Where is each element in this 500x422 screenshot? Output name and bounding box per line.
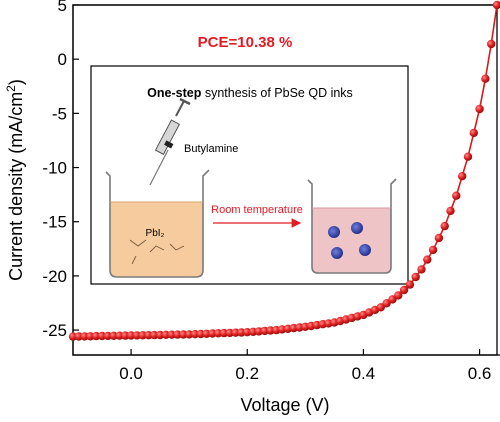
- y-tick-label: -25: [42, 321, 67, 340]
- data-point: [399, 285, 409, 295]
- data-point: [109, 331, 118, 340]
- data-point: [463, 152, 473, 161]
- data-point: [428, 245, 438, 255]
- y-tick-label: 5: [58, 0, 67, 15]
- y-tick-label: 0: [58, 50, 67, 69]
- data-point: [144, 331, 153, 340]
- data-point: [68, 332, 78, 341]
- data-point: [126, 331, 136, 340]
- data-point: [423, 255, 432, 264]
- data-point: [382, 299, 391, 308]
- data-point: [458, 172, 467, 181]
- pbi2-label: PbI₂: [146, 228, 165, 239]
- axis-ticks: 0.0 0.2 0.4 0.6 5 0 -5 -10 -15 -20 -25: [42, 0, 491, 383]
- data-point: [446, 206, 455, 216]
- data-point: [434, 233, 444, 243]
- pce-annotation: PCE=10.38 %: [198, 34, 293, 51]
- x-tick-label: 0.2: [235, 364, 259, 383]
- x-tick-label: 0.4: [352, 364, 376, 383]
- room-temperature-label: Room temperature: [211, 204, 303, 216]
- inset-title: One-step synthesis of PbSe QD inks: [147, 86, 353, 100]
- data-point: [132, 331, 142, 340]
- data-point: [92, 331, 101, 341]
- x-tick-label: 0.6: [468, 364, 492, 383]
- right-beaker-icon: [307, 178, 397, 274]
- quantum-dot-icons: [328, 222, 371, 259]
- left-beaker-icon: [105, 169, 210, 278]
- y-axis-label: Current density (mA/cm2): [4, 79, 26, 281]
- plot-border: [72, 4, 498, 356]
- data-point: [481, 74, 490, 83]
- data-point: [487, 39, 496, 49]
- data-point: [394, 291, 403, 300]
- data-point: [417, 265, 426, 274]
- x-tick-label: 0.0: [119, 364, 143, 383]
- data-point: [138, 331, 147, 340]
- data-point: [173, 330, 182, 339]
- data-point: [80, 332, 89, 341]
- data-point: [97, 331, 107, 341]
- series-layer: [68, 0, 500, 341]
- y-tick-label: -5: [52, 104, 67, 123]
- data-point: [167, 330, 176, 339]
- data-point: [405, 280, 415, 289]
- data-point: [475, 104, 484, 114]
- butylamine-label: Butylamine: [184, 143, 238, 155]
- data-point: [161, 330, 171, 339]
- synthesis-inset: One-step synthesis of PbSe QD inks Butyl…: [90, 65, 409, 285]
- data-point: [115, 331, 124, 340]
- data-point: [492, 0, 500, 10]
- y-tick-label: -15: [42, 213, 67, 232]
- data-point: [440, 221, 449, 231]
- data-point: [121, 331, 130, 340]
- data-point: [179, 330, 188, 339]
- data-point: [452, 191, 461, 200]
- y-tick-label: -10: [42, 159, 67, 178]
- data-point: [469, 128, 478, 138]
- y-tick-label: -20: [42, 267, 67, 286]
- data-point: [103, 331, 113, 341]
- data-point: [411, 272, 420, 282]
- data-point: [74, 332, 84, 341]
- syringe-icon: [149, 97, 191, 186]
- x-axis-label: Voltage (V): [240, 395, 329, 415]
- data-point: [150, 330, 159, 340]
